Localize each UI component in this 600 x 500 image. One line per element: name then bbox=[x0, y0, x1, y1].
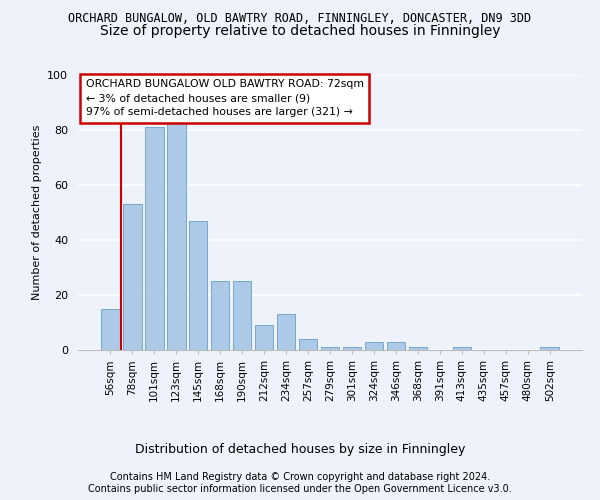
Bar bbox=[409, 347, 427, 350]
Bar bbox=[277, 314, 295, 350]
Bar bbox=[386, 342, 405, 350]
Bar bbox=[343, 347, 361, 350]
Bar bbox=[255, 325, 274, 350]
Text: Contains HM Land Registry data © Crown copyright and database right 2024.: Contains HM Land Registry data © Crown c… bbox=[110, 472, 490, 482]
Y-axis label: Number of detached properties: Number of detached properties bbox=[32, 125, 42, 300]
Text: Contains public sector information licensed under the Open Government Licence v3: Contains public sector information licen… bbox=[88, 484, 512, 494]
Bar bbox=[452, 347, 471, 350]
Bar bbox=[541, 347, 559, 350]
Text: Distribution of detached houses by size in Finningley: Distribution of detached houses by size … bbox=[135, 442, 465, 456]
Bar bbox=[145, 127, 164, 350]
Text: ORCHARD BUNGALOW, OLD BAWTRY ROAD, FINNINGLEY, DONCASTER, DN9 3DD: ORCHARD BUNGALOW, OLD BAWTRY ROAD, FINNI… bbox=[68, 12, 532, 26]
Text: ORCHARD BUNGALOW OLD BAWTRY ROAD: 72sqm
← 3% of detached houses are smaller (9)
: ORCHARD BUNGALOW OLD BAWTRY ROAD: 72sqm … bbox=[86, 79, 364, 117]
Bar bbox=[123, 204, 142, 350]
Bar bbox=[320, 347, 340, 350]
Text: Size of property relative to detached houses in Finningley: Size of property relative to detached ho… bbox=[100, 24, 500, 38]
Bar bbox=[101, 308, 119, 350]
Bar bbox=[211, 281, 229, 350]
Bar bbox=[299, 339, 317, 350]
Bar bbox=[167, 119, 185, 350]
Bar bbox=[365, 342, 383, 350]
Bar bbox=[233, 281, 251, 350]
Bar bbox=[189, 221, 208, 350]
